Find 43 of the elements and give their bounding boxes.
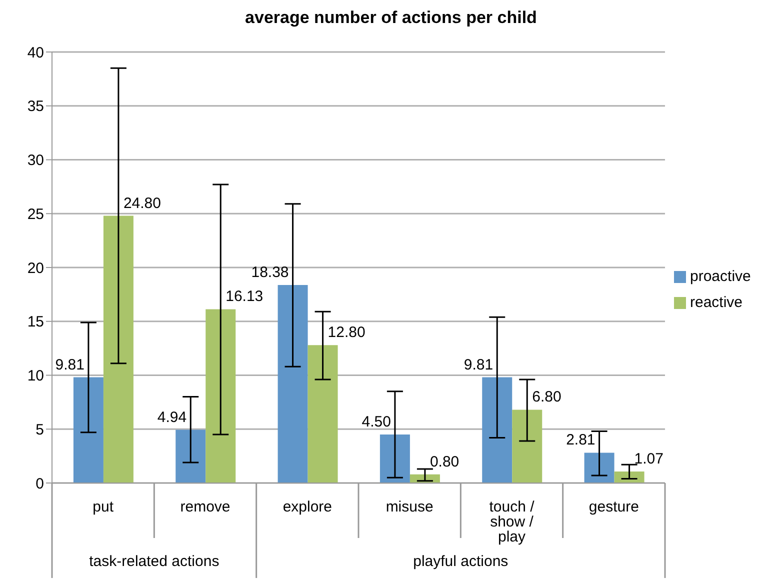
x-tick-label: explore	[282, 498, 332, 516]
bar	[512, 410, 542, 483]
chart-title: average number of actions per child	[244, 8, 538, 28]
bar	[584, 452, 614, 483]
data-label: 0.80	[430, 453, 460, 470]
data-label: 9.81	[464, 356, 494, 374]
y-tick-label: 10	[27, 368, 44, 385]
bar	[278, 284, 308, 483]
bar	[308, 345, 338, 483]
data-label: 6.80	[532, 388, 562, 406]
data-label: 18.38	[251, 264, 289, 281]
x-tick-label: gesture	[588, 498, 639, 516]
bar	[176, 430, 206, 483]
data-label: 1.07	[634, 450, 664, 468]
legend-label: proactive	[690, 268, 751, 284]
data-label: 4.50	[362, 414, 391, 431]
legend-label: reactive	[690, 294, 743, 310]
y-tick-label: 40	[27, 44, 44, 62]
y-tick-label: 20	[27, 260, 44, 277]
y-tick-label: 0	[36, 475, 44, 492]
data-label: 16.13	[226, 288, 264, 306]
bar	[380, 434, 410, 483]
y-tick-label: 25	[27, 206, 44, 223]
text: task-related actions	[89, 553, 220, 570]
y-tick-label: 30	[27, 152, 44, 170]
x-tick-label: remove	[180, 498, 230, 516]
data-label: 12.80	[328, 324, 366, 342]
data-label: 2.81	[566, 432, 596, 449]
bar	[206, 309, 236, 483]
y-tick-label: 5	[36, 421, 44, 438]
x-tick-label: put	[92, 498, 114, 516]
data-label: 24.80	[123, 194, 161, 212]
bar	[73, 377, 104, 483]
x-tick-label: misuse	[386, 498, 434, 516]
bar	[482, 377, 512, 483]
data-label: 9.81	[55, 356, 84, 374]
data-label: 4.94	[157, 408, 187, 426]
y-tick-label: 35	[27, 98, 44, 116]
bar	[614, 471, 644, 483]
x-tick-label: touch / show / play	[489, 498, 536, 546]
bar	[103, 216, 134, 483]
text: playful actions	[413, 553, 508, 570]
y-tick-label: 15	[27, 314, 44, 331]
